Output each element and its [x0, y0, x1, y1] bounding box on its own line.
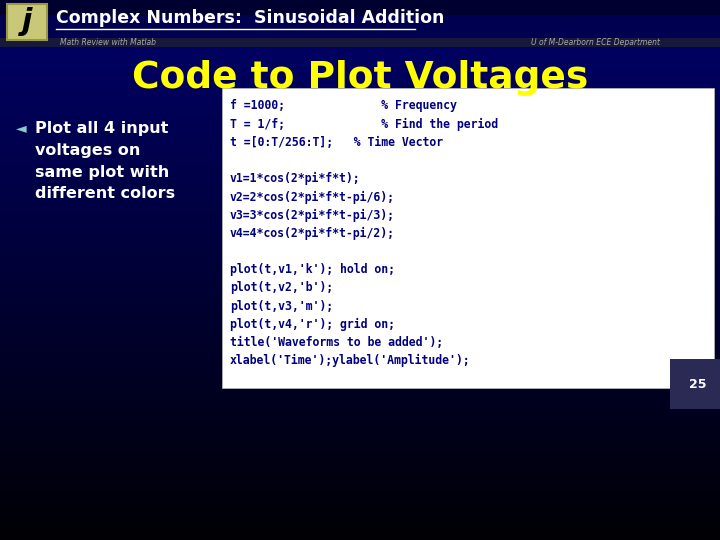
FancyBboxPatch shape — [7, 4, 47, 40]
FancyBboxPatch shape — [0, 0, 720, 45]
FancyBboxPatch shape — [0, 0, 720, 15]
Text: voltages on: voltages on — [35, 143, 140, 158]
Text: T = 1/f;              % Find the period: T = 1/f; % Find the period — [230, 118, 498, 131]
Text: 25: 25 — [688, 377, 706, 390]
Text: f =1000;              % Frequency: f =1000; % Frequency — [230, 99, 457, 112]
Text: j: j — [22, 8, 32, 37]
Text: v2=2*cos(2*pi*f*t-pi/6);: v2=2*cos(2*pi*f*t-pi/6); — [230, 191, 395, 204]
Text: Code to Plot Voltages: Code to Plot Voltages — [132, 60, 588, 96]
Text: title('Waveforms to be added');: title('Waveforms to be added'); — [230, 336, 443, 349]
Text: ◄: ◄ — [16, 121, 27, 135]
Text: plot(t,v1,'k'); hold on;: plot(t,v1,'k'); hold on; — [230, 264, 395, 276]
FancyBboxPatch shape — [222, 88, 714, 388]
Text: v1=1*cos(2*pi*f*t);: v1=1*cos(2*pi*f*t); — [230, 172, 361, 185]
Text: plot(t,v4,'r'); grid on;: plot(t,v4,'r'); grid on; — [230, 318, 395, 331]
Text: Plot all 4 input: Plot all 4 input — [35, 120, 168, 136]
FancyBboxPatch shape — [0, 38, 720, 47]
Text: t =[0:T/256:T];   % Time Vector: t =[0:T/256:T]; % Time Vector — [230, 136, 443, 149]
Text: same plot with: same plot with — [35, 165, 169, 179]
Text: different colors: different colors — [35, 186, 175, 201]
Text: v3=3*cos(2*pi*f*t-pi/3);: v3=3*cos(2*pi*f*t-pi/3); — [230, 208, 395, 222]
Text: v4=4*cos(2*pi*f*t-pi/2);: v4=4*cos(2*pi*f*t-pi/2); — [230, 227, 395, 240]
Text: U of M-Dearborn ECE Department: U of M-Dearborn ECE Department — [531, 38, 660, 47]
Text: plot(t,v3,'m');: plot(t,v3,'m'); — [230, 300, 333, 313]
Text: Complex Numbers:  Sinusoidal Addition: Complex Numbers: Sinusoidal Addition — [56, 9, 444, 27]
Text: plot(t,v2,'b');: plot(t,v2,'b'); — [230, 281, 333, 294]
Text: xlabel('Time');ylabel('Amplitude');: xlabel('Time');ylabel('Amplitude'); — [230, 354, 471, 367]
Text: Math Review with Matlab: Math Review with Matlab — [60, 38, 156, 47]
